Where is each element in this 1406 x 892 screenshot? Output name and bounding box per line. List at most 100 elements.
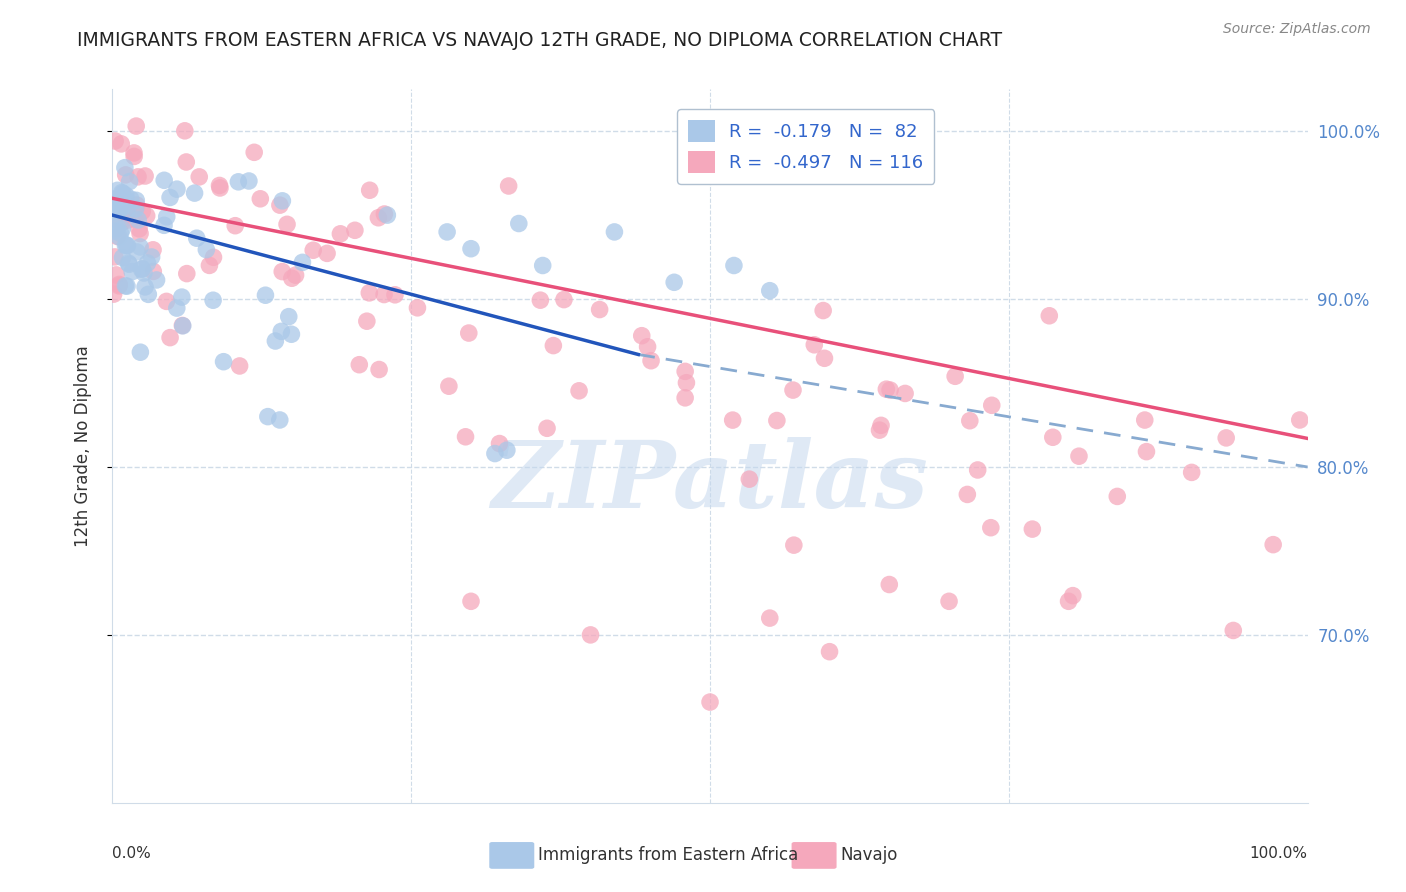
Point [359, 183, 381, 197]
Point [1135, 444, 1157, 458]
Point [488, 436, 510, 450]
Point [529, 293, 551, 308]
Point [208, 178, 231, 193]
Text: 100.0%: 100.0% [1250, 846, 1308, 861]
Point [531, 259, 554, 273]
Point [377, 208, 399, 222]
Point [142, 264, 165, 278]
Point [134, 280, 156, 294]
Point [1062, 589, 1084, 603]
Point [264, 334, 287, 348]
Point [368, 362, 391, 376]
Point [128, 222, 150, 236]
Point [783, 538, 806, 552]
Point [966, 463, 988, 477]
Point [257, 409, 280, 424]
Point [114, 188, 136, 202]
Point [129, 240, 152, 254]
Point [640, 353, 662, 368]
Point [329, 227, 352, 241]
Point [249, 192, 271, 206]
Point [894, 386, 917, 401]
Point [172, 318, 194, 333]
Point [173, 124, 195, 138]
Point [1042, 430, 1064, 444]
Point [135, 209, 157, 223]
Point [114, 161, 136, 175]
Point [117, 256, 139, 270]
Point [875, 382, 897, 396]
Point [277, 310, 299, 324]
Point [498, 179, 520, 194]
Point [155, 294, 177, 309]
Point [359, 285, 381, 300]
Point [373, 287, 395, 301]
Point [664, 275, 686, 289]
Point [105, 268, 128, 282]
Point [110, 136, 132, 151]
Point [673, 364, 696, 378]
Point [136, 287, 159, 301]
Point [356, 314, 378, 328]
Point [508, 217, 530, 231]
Point [457, 326, 479, 340]
Point [111, 251, 134, 265]
Text: Navajo: Navajo [841, 847, 898, 864]
Point [208, 181, 231, 195]
Point [108, 202, 131, 216]
Point [117, 238, 139, 252]
Point [637, 340, 659, 354]
Point [104, 250, 127, 264]
Point [782, 383, 804, 397]
Point [437, 379, 460, 393]
Text: IMMIGRANTS FROM EASTERN AFRICA VS NAVAJO 12TH GRADE, NO DIPLOMA CORRELATION CHAR: IMMIGRANTS FROM EASTERN AFRICA VS NAVAJO… [77, 31, 1002, 50]
Point [125, 245, 148, 260]
Point [269, 198, 291, 212]
Point [183, 186, 205, 200]
Point [1215, 431, 1237, 445]
Point [373, 207, 395, 221]
Point [270, 324, 292, 338]
Point [803, 338, 825, 352]
Point [131, 204, 153, 219]
Point [721, 413, 744, 427]
Point [553, 293, 575, 307]
Point [110, 217, 132, 231]
Point [254, 288, 277, 302]
Point [156, 210, 179, 224]
Point [879, 577, 901, 591]
Point [316, 246, 339, 260]
Point [134, 169, 156, 183]
Point [172, 318, 194, 333]
Point [108, 229, 131, 244]
Point [699, 695, 721, 709]
Point [202, 250, 225, 264]
Point [406, 301, 429, 315]
Legend: R =  -0.179   N =  82, R =  -0.497   N = 116: R = -0.179 N = 82, R = -0.497 N = 116 [676, 109, 935, 184]
Point [111, 186, 134, 201]
Point [870, 418, 893, 433]
Point [1222, 624, 1244, 638]
Point [131, 262, 153, 277]
Point [174, 155, 197, 169]
Point [284, 268, 307, 282]
Point [1057, 594, 1080, 608]
Point [460, 242, 482, 256]
Point [496, 443, 519, 458]
Point [675, 376, 697, 390]
Point [579, 628, 602, 642]
Point [1181, 466, 1204, 480]
Point [103, 205, 125, 219]
Point [124, 202, 146, 216]
Point [271, 264, 294, 278]
Point [159, 190, 181, 204]
Point [132, 266, 155, 280]
Point [166, 182, 188, 196]
Point [956, 487, 979, 501]
Point [1038, 309, 1060, 323]
Point [759, 611, 782, 625]
Point [202, 293, 225, 308]
Point [114, 238, 136, 252]
Point [166, 301, 188, 315]
Point [766, 413, 789, 427]
